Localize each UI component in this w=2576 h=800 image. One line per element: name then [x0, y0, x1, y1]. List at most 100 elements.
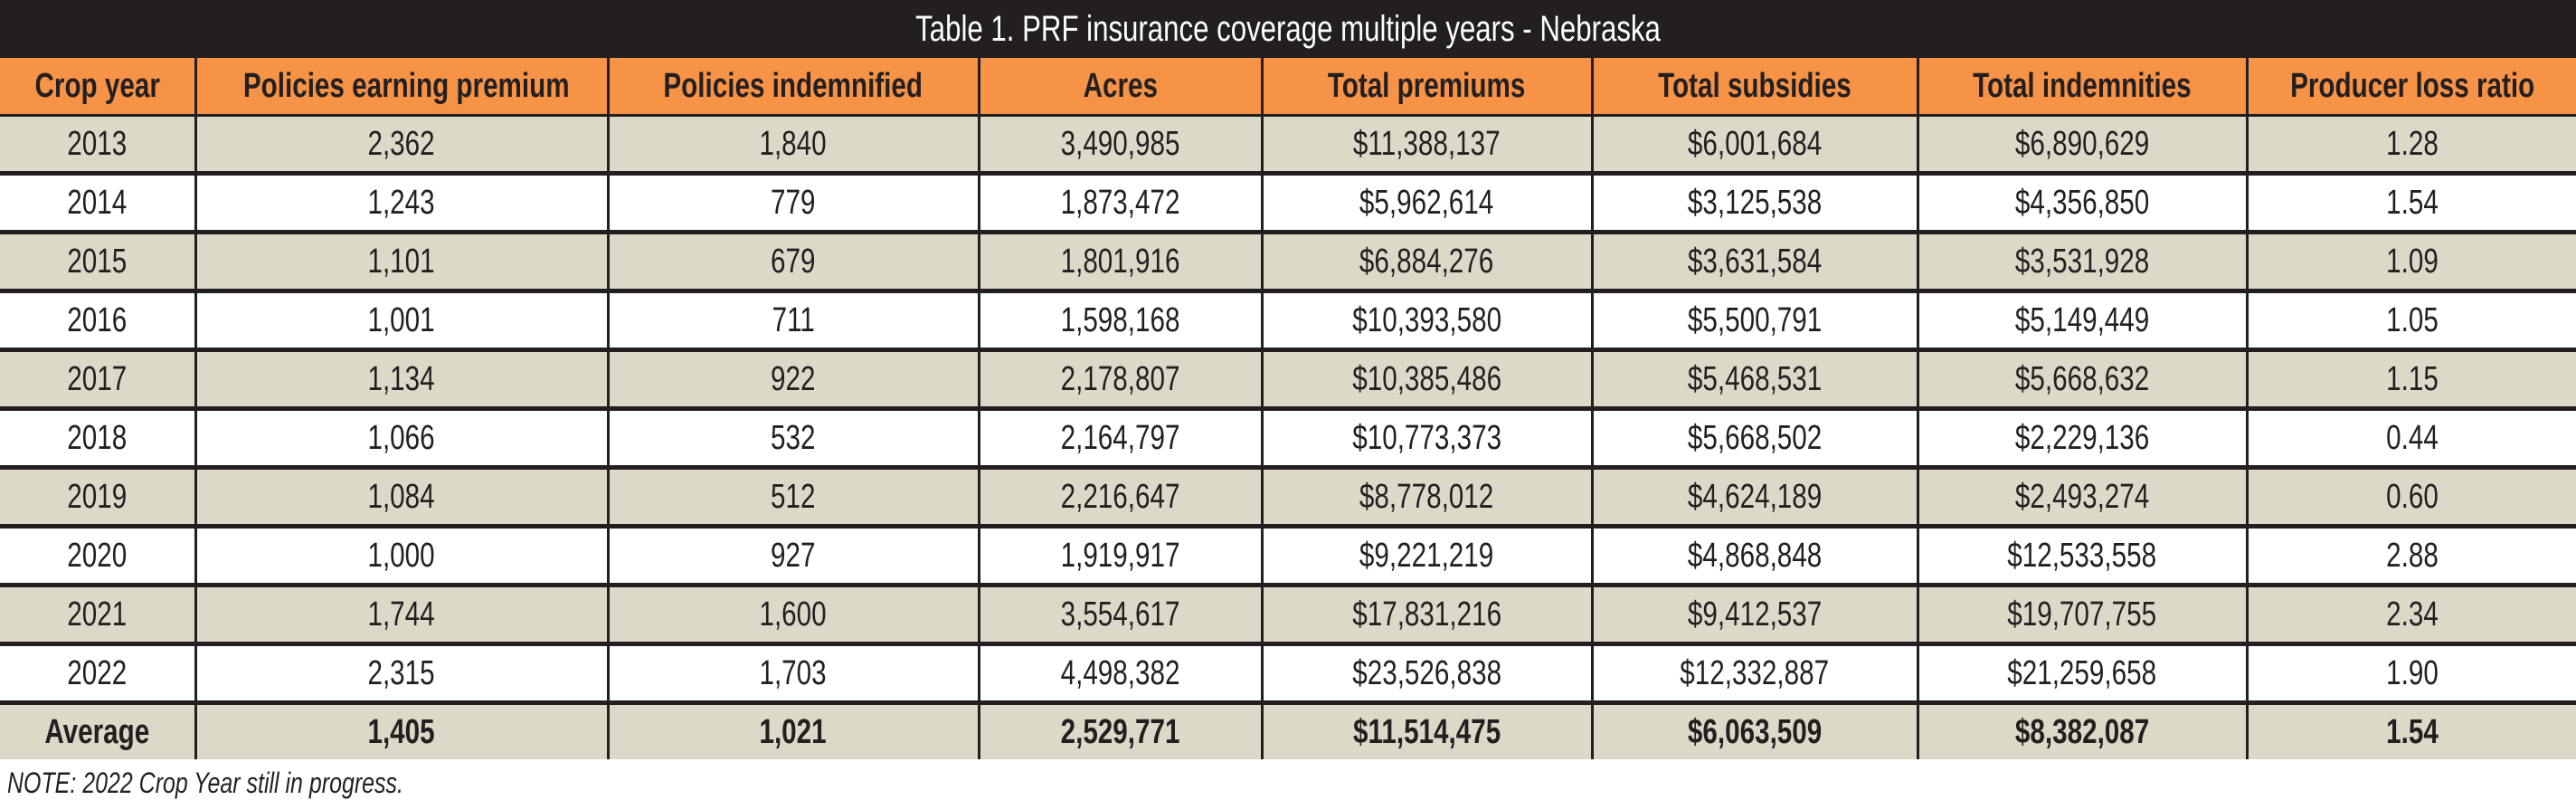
table-row: 2015 1,101 679 1,801,916 $6,884,276 $3,631,58…: [0, 232, 2576, 293]
table-cell: 2,178,807: [977, 349, 1262, 411]
cell-value: $5,668,502: [1687, 418, 1823, 457]
cell-value: 1,598,168: [1060, 300, 1180, 339]
table-row: 2016 1,001 711 1,598,168 $10,393,580 $5,500,7…: [0, 290, 2576, 352]
table-cell: $3,631,584: [1590, 232, 1918, 293]
header-row: Crop year Policies earning premium Policie…: [0, 58, 2576, 117]
table-cell: $3,531,928: [1916, 232, 2247, 293]
table-cell: 2015: [0, 232, 195, 293]
table-cell: 1,001: [194, 290, 608, 352]
column-header: Crop year: [0, 58, 195, 117]
table-cell: $10,385,486: [1260, 349, 1592, 411]
column-header: Policies indemnified: [606, 58, 979, 117]
table-cell: 2017: [0, 349, 195, 411]
cell-value: 2017: [67, 359, 128, 398]
table-cell: 927: [606, 526, 979, 587]
cell-value: 532: [771, 418, 816, 457]
table-cell: $6,890,629: [1916, 115, 2247, 176]
cell-value: $11,514,475: [1352, 712, 1501, 751]
column-header-label: Producer loss ratio: [2289, 66, 2534, 105]
cell-value: 2018: [67, 418, 128, 457]
cell-value: $10,393,580: [1352, 300, 1501, 339]
column-header: Acres: [977, 58, 1262, 117]
table-cell: 1,919,917: [977, 526, 1262, 587]
cell-value: 1.09: [2385, 242, 2439, 281]
table-cell: Average: [0, 702, 195, 759]
cell-value: $5,149,449: [2014, 300, 2150, 339]
column-header-label: Crop year: [34, 66, 160, 105]
table-cell: 1,600: [606, 585, 979, 646]
column-header-label: Policies earning premium: [242, 66, 570, 105]
cell-value: 2014: [67, 183, 128, 222]
cell-value: 0.60: [2385, 477, 2439, 516]
table-cell: $3,125,538: [1590, 173, 1918, 234]
cell-value: 2,315: [367, 653, 436, 692]
table-cell: 2,315: [194, 643, 608, 705]
table-cell: 1,801,916: [977, 232, 1262, 293]
cell-value: 1,801,916: [1060, 242, 1180, 281]
table-cell: 1,840: [606, 115, 979, 176]
cell-value: 3,554,617: [1060, 595, 1180, 633]
cell-value: 2013: [67, 124, 128, 163]
table-cell: 2018: [0, 408, 195, 470]
table-cell: 2021: [0, 585, 195, 646]
table-row: 2013 2,362 1,840 3,490,985 $11,388,137 $6,001…: [0, 115, 2576, 176]
table-cell: 0.44: [2245, 408, 2576, 470]
table-cell: 711: [606, 290, 979, 352]
table-cell: 3,554,617: [977, 585, 1262, 646]
cell-value: $4,356,850: [2014, 183, 2150, 222]
table-cell: $4,624,189: [1590, 467, 1918, 529]
cell-value: $5,500,791: [1687, 300, 1823, 339]
cell-value: $5,668,632: [2014, 359, 2150, 398]
prf-coverage-table: Crop year Policies earning premium Policie…: [0, 58, 2576, 759]
table-cell: $11,388,137: [1260, 115, 1592, 176]
table-cell: 2016: [0, 290, 195, 352]
table-row: 2018 1,066 532 2,164,797 $10,773,373 $5,668,5…: [0, 408, 2576, 470]
cell-value: 2,529,771: [1060, 712, 1180, 751]
cell-value: $12,533,558: [2007, 536, 2157, 575]
table-cell: 2,164,797: [977, 408, 1262, 470]
table-cell: 3,490,985: [977, 115, 1262, 176]
cell-value: $9,412,537: [1687, 595, 1823, 633]
cell-value: 1,600: [759, 595, 828, 633]
average-row: Average 1,405 1,021 2,529,771 $11,514,475 $6,…: [0, 702, 2576, 759]
table-cell: 1,703: [606, 643, 979, 705]
cell-value: 1.28: [2385, 124, 2439, 163]
cell-value: $5,468,531: [1687, 359, 1823, 398]
table-cell: 1,000: [194, 526, 608, 587]
table-cell: 1,598,168: [977, 290, 1262, 352]
cell-value: 1,873,472: [1060, 183, 1180, 222]
table-cell: $5,468,531: [1590, 349, 1918, 411]
cell-value: 1,919,917: [1060, 536, 1180, 575]
cell-value: 2.88: [2385, 536, 2439, 575]
table-cell: $4,356,850: [1916, 173, 2247, 234]
table-cell: 1,873,472: [977, 173, 1262, 234]
table-row: 2020 1,000 927 1,919,917 $9,221,219 $4,868,84…: [0, 526, 2576, 587]
table-cell: $9,412,537: [1590, 585, 1918, 646]
table-row: 2019 1,084 512 2,216,647 $8,778,012 $4,624,18…: [0, 467, 2576, 529]
cell-value: 927: [771, 536, 816, 575]
cell-value: $2,493,274: [2014, 477, 2150, 516]
table-cell: 1.15: [2245, 349, 2576, 411]
table-row: 2021 1,744 1,600 3,554,617 $17,831,216 $9,412…: [0, 585, 2576, 646]
cell-value: 4,498,382: [1060, 653, 1180, 692]
cell-value: $4,624,189: [1687, 477, 1823, 516]
table-cell: $5,149,449: [1916, 290, 2247, 352]
cell-value: 679: [771, 242, 816, 281]
cell-value: 1,243: [367, 183, 436, 222]
column-header: Policies earning premium: [194, 58, 608, 117]
table-cell: 1.09: [2245, 232, 2576, 293]
column-header-label: Total indemnities: [1973, 66, 2192, 105]
table-cell: $6,884,276: [1260, 232, 1592, 293]
cell-value: $9,221,219: [1359, 536, 1494, 575]
cell-value: $3,531,928: [2014, 242, 2150, 281]
cell-value: 1,703: [759, 653, 828, 692]
cell-value: 2020: [67, 536, 128, 575]
cell-value: $10,773,373: [1352, 418, 1501, 457]
cell-value: 1,066: [367, 418, 436, 457]
table-cell: 1.54: [2245, 702, 2576, 759]
column-header: Total premiums: [1260, 58, 1592, 117]
table-cell: $5,668,502: [1590, 408, 1918, 470]
cell-value: 1,000: [367, 536, 436, 575]
column-header: Producer loss ratio: [2245, 58, 2576, 117]
table-cell: 2013: [0, 115, 195, 176]
